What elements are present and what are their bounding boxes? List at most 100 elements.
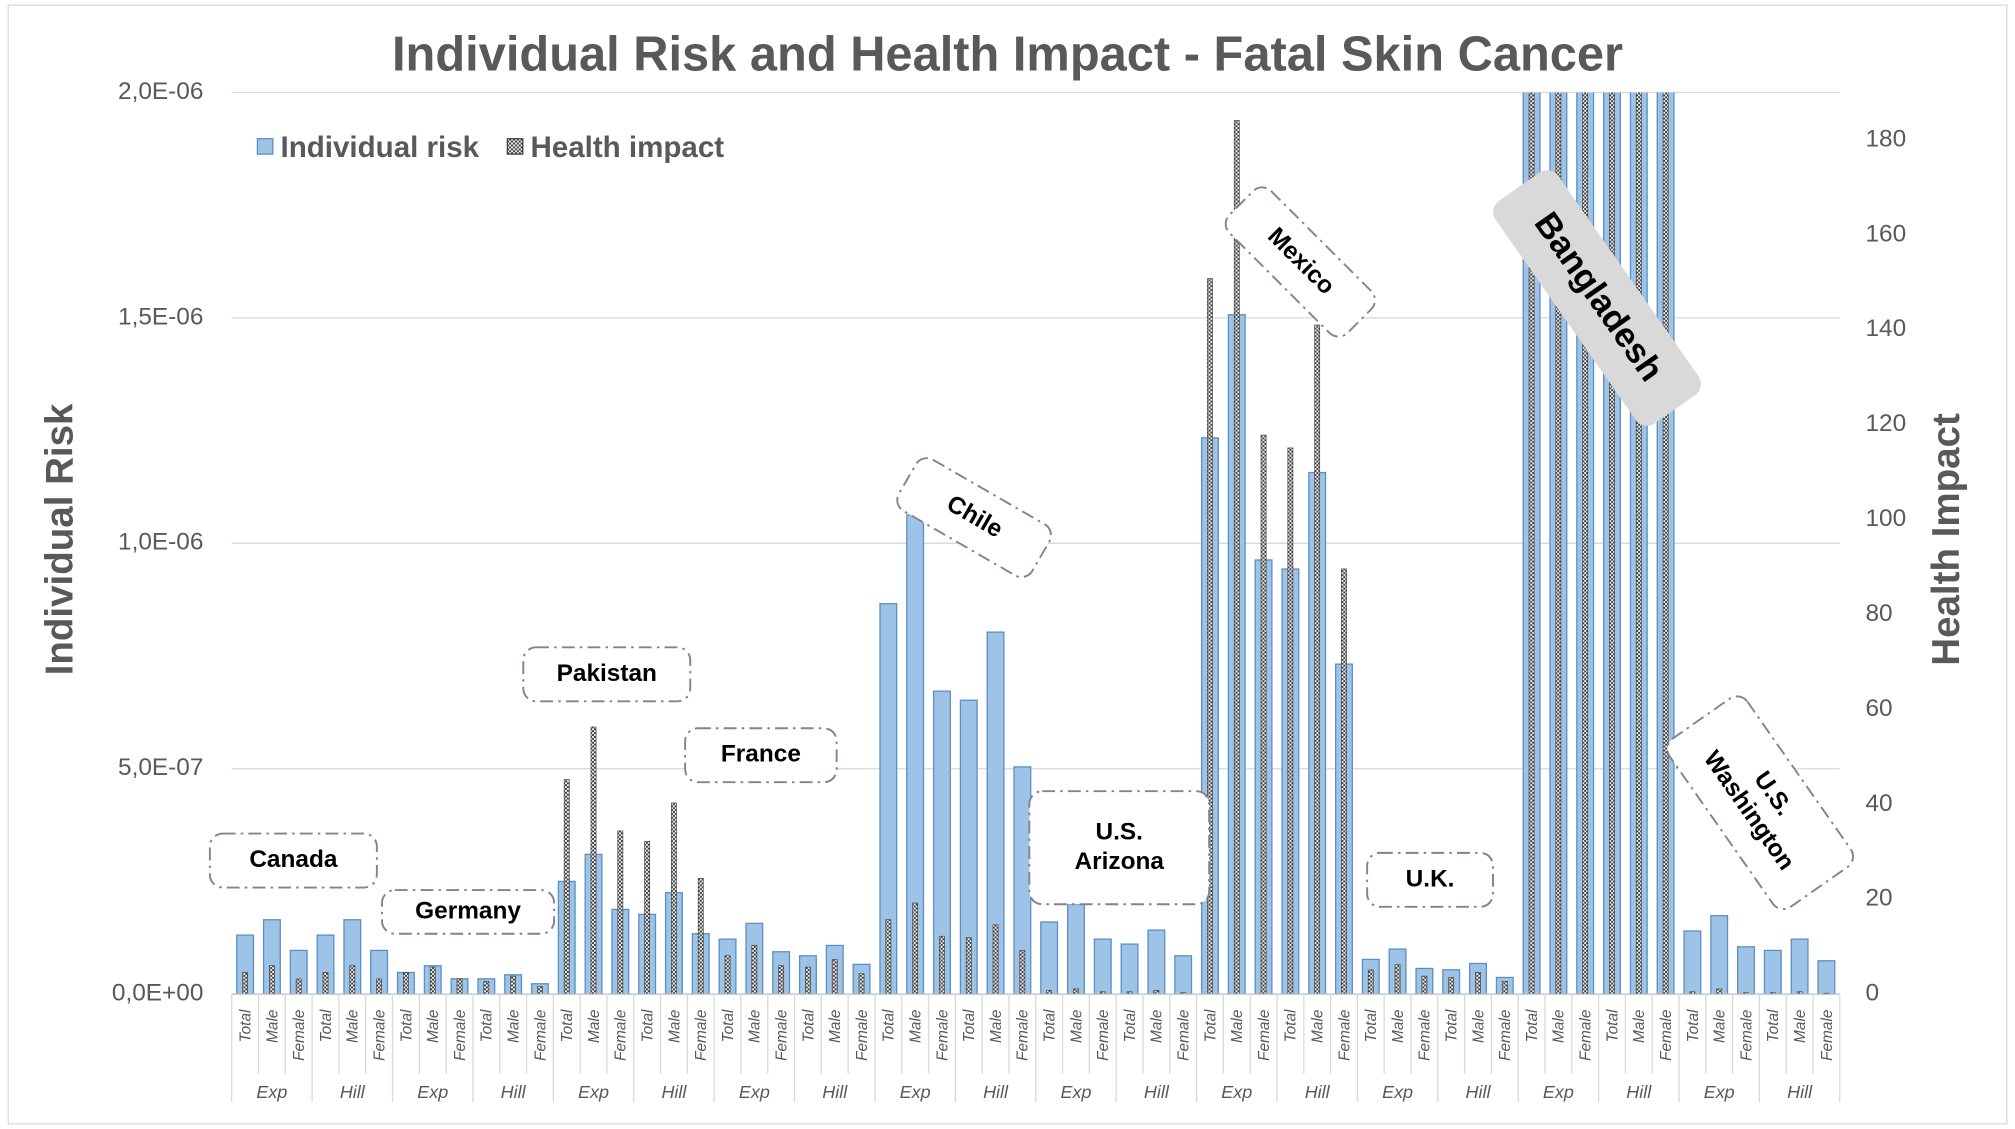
x-tick-label: Female [693, 1010, 710, 1061]
y2-tick-label: 60 [1865, 695, 1892, 722]
annotation-text: Arizona [1075, 848, 1165, 875]
x-tick-label: Male [264, 1010, 281, 1043]
plot-area [236, 92, 1836, 995]
health-bar [456, 978, 463, 995]
health-bar [537, 986, 543, 995]
x-tick-label: Total [800, 1009, 817, 1042]
risk-bar [1066, 903, 1085, 995]
legend-swatch [256, 138, 274, 155]
health-bar [242, 971, 249, 995]
x-tick-label: Total [881, 1009, 898, 1042]
country-annotation: Germany [381, 889, 556, 935]
group-label: Hill [1466, 1082, 1492, 1102]
health-bar [992, 924, 999, 995]
risk-bar [343, 919, 362, 995]
x-tick-label: Male [988, 1010, 1005, 1043]
group-label: Exp [1704, 1082, 1735, 1102]
x-tick-label: Male [666, 1010, 683, 1043]
group-label: Hill [340, 1082, 366, 1102]
risk-bar [1147, 929, 1166, 995]
x-tick-label: Female [291, 1010, 308, 1061]
y-tick-label: 5,0E-07 [118, 754, 203, 781]
annotation-box [1224, 186, 1376, 338]
health-bar [1099, 991, 1106, 995]
health-bar [1743, 992, 1749, 995]
x-tick-label: Female [1417, 1010, 1434, 1061]
x-tick-label: Male [1068, 1010, 1085, 1043]
risk-bar [1174, 955, 1193, 995]
group-label: Hill [661, 1082, 687, 1102]
health-bar [965, 937, 972, 995]
x-tick-label: Female [1095, 1010, 1112, 1061]
x-tick-label: Total [237, 1009, 254, 1042]
health-bar [1367, 969, 1374, 995]
health-bar [429, 966, 436, 995]
health-bar [617, 830, 624, 995]
x-tick-label: Female [1336, 1010, 1353, 1061]
country-annotation: France [684, 727, 838, 784]
group-label: Hill [822, 1082, 848, 1102]
group-label: Hill [1787, 1082, 1813, 1102]
health-bar [724, 955, 731, 995]
health-bar [1287, 447, 1294, 995]
health-bar [1582, 92, 1589, 995]
health-bar [939, 935, 945, 995]
group-label: Exp [1221, 1082, 1252, 1102]
x-tick-label: Total [398, 1009, 415, 1042]
annotation-text: Canada [249, 846, 338, 873]
risk-bar [986, 631, 1005, 995]
health-bar [778, 965, 785, 995]
chart-title: Individual Risk and Health Impact - Fata… [392, 28, 1623, 82]
group-label: Hill [1626, 1082, 1652, 1102]
country-annotation: Pakistan [522, 646, 692, 703]
x-tick-label: Male [1310, 1010, 1327, 1043]
risk-bar [1710, 915, 1729, 995]
health-bar [1207, 278, 1213, 995]
health-bar [322, 971, 329, 995]
country-annotation: U.S. Arizona [1028, 790, 1211, 906]
x-tick-label: Female [532, 1010, 549, 1061]
country-annotation: Canada [208, 832, 378, 889]
health-bar [1260, 434, 1267, 995]
health-bar [563, 779, 570, 995]
annotation-box [1493, 170, 1701, 426]
group-label: Hill [983, 1082, 1009, 1102]
x-tick-label: Male [586, 1010, 603, 1043]
health-bar [1635, 92, 1642, 995]
risk-bar [1040, 921, 1059, 995]
x-tick-label: Male [1551, 1010, 1568, 1043]
health-bar [1341, 568, 1347, 995]
country-annotation: Chile [896, 457, 1052, 578]
x-tick-label: Female [1738, 1010, 1755, 1061]
annotation-box [1366, 851, 1494, 908]
health-bar [751, 944, 758, 995]
group-label: Exp [739, 1082, 770, 1102]
annotation-box [1028, 790, 1211, 906]
group-label: Exp [1060, 1082, 1091, 1102]
y2-tick-label: 160 [1865, 220, 1906, 247]
risk-bar [262, 919, 281, 995]
y2-tick-label: 120 [1865, 410, 1906, 437]
risk-bar [1763, 949, 1782, 995]
health-bar [1796, 991, 1803, 995]
health-bar [269, 965, 275, 995]
health-bar [858, 973, 865, 995]
group-label: Exp [900, 1082, 931, 1102]
health-bar [885, 919, 892, 995]
x-tick-label: Female [1256, 1010, 1273, 1061]
x-tick-label: Male [1712, 1010, 1729, 1043]
risk-bar [1683, 930, 1702, 995]
health-bar [1609, 92, 1615, 995]
health-bar [671, 802, 677, 995]
y2-tick-label: 0 [1865, 980, 1879, 1007]
x-tick-label: Female [1578, 1010, 1595, 1061]
x-tick-label: Total [1765, 1009, 1782, 1042]
group-label: Exp [256, 1082, 287, 1102]
health-bar [1126, 991, 1133, 995]
y2-tick-label: 80 [1865, 600, 1892, 627]
x-tick-label: Total [720, 1009, 737, 1042]
health-bar [349, 965, 356, 995]
group-label: Exp [1543, 1082, 1574, 1102]
